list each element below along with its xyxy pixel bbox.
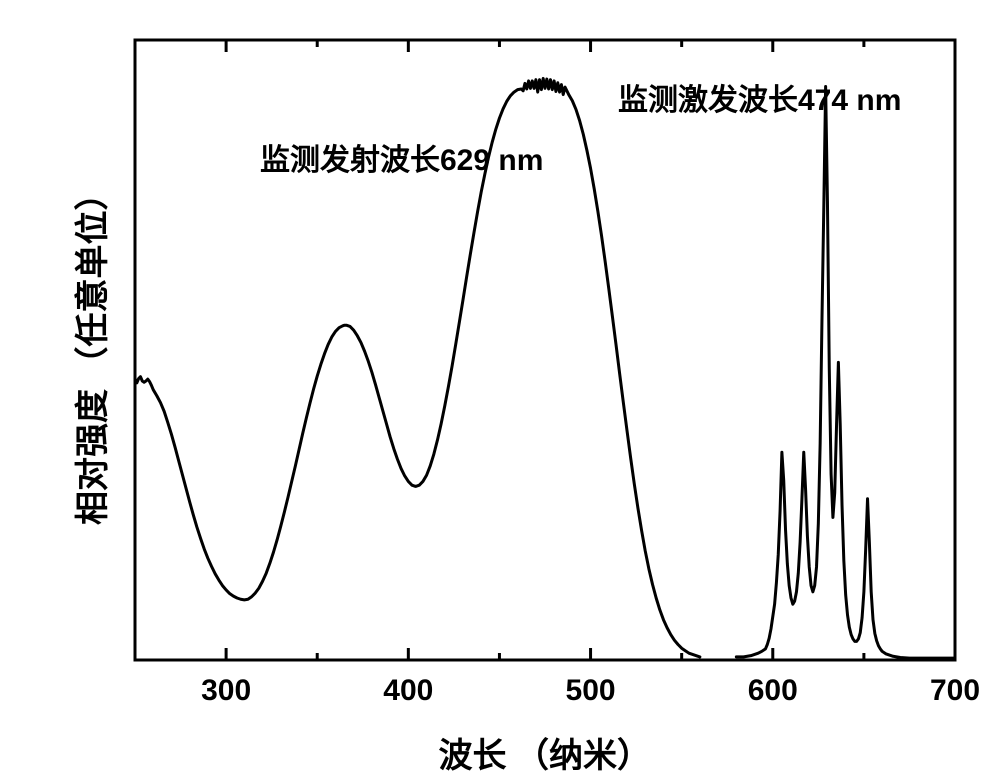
- annotation-emission-label: 监测发射波长629 nm: [260, 135, 543, 179]
- annotation-cn: 监测激发波长: [618, 84, 798, 117]
- annotation-cn: 监测发射波长: [260, 144, 440, 177]
- annotation-value: 474 nm: [798, 84, 901, 117]
- x-tick-label: 700: [930, 674, 980, 707]
- figure-root: 300 400 500 600 700 相对强度 （任意单位） 波长 （纳米） 监测发射…: [0, 0, 1000, 781]
- x-tick-label: 600: [748, 674, 798, 707]
- x-tick-label: 400: [383, 674, 433, 707]
- plot-border: [135, 40, 955, 660]
- annotation-value: 629 nm: [440, 144, 543, 177]
- y-axis-title: 相对强度 （任意单位）: [65, 176, 114, 525]
- x-tick-label: 300: [201, 674, 251, 707]
- annotation-excitation-label: 监测激发波长474 nm: [618, 75, 901, 119]
- x-tick-label: 500: [566, 674, 616, 707]
- x-axis-title: 波长 （纳米）: [439, 728, 652, 777]
